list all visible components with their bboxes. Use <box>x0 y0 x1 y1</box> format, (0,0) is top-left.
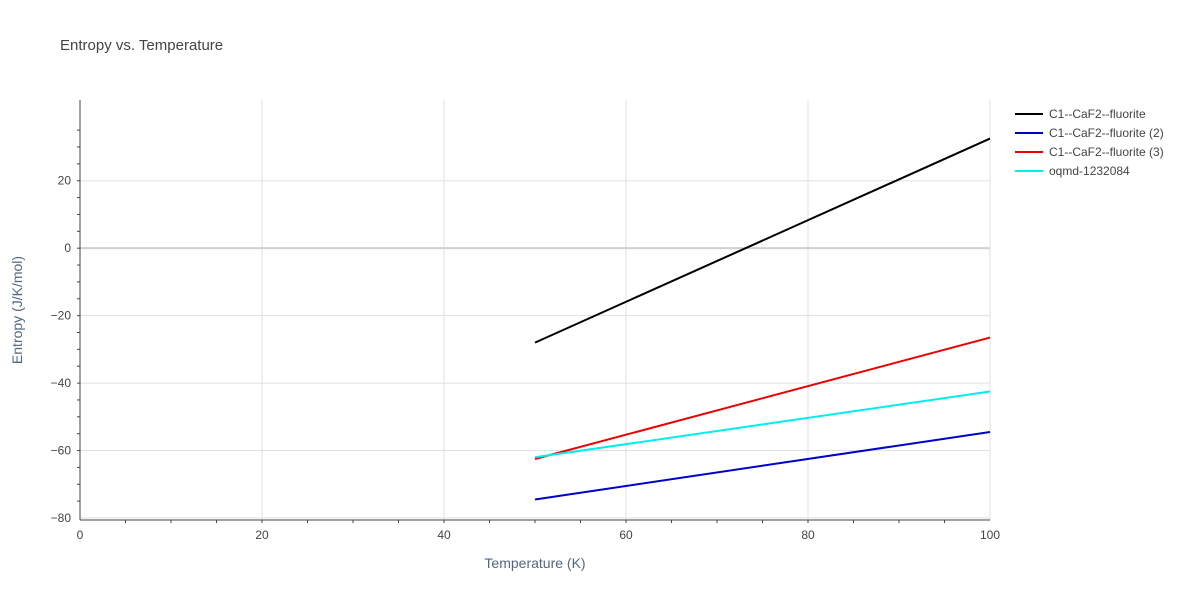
grid-layer <box>80 100 991 520</box>
y-tick-label: 0 <box>64 241 71 255</box>
series-line <box>534 137 991 344</box>
y-tick-label: −20 <box>51 309 72 323</box>
legend-label: C1--CaF2--fluorite (2) <box>1049 126 1164 140</box>
x-tick-label: 20 <box>255 528 269 542</box>
legend-label: C1--CaF2--fluorite (3) <box>1049 145 1164 159</box>
y-tick-label: 20 <box>58 174 72 188</box>
legend: C1--CaF2--fluorite C1--CaF2--fluorite (2)… <box>1015 107 1164 178</box>
y-axis-title: Entropy (J/K/mol) <box>9 256 25 364</box>
legend-label: C1--CaF2--fluorite <box>1049 107 1146 121</box>
y-tick-label: −60 <box>51 444 72 458</box>
axis-layer: 0 20 40 60 80 100 −80 −60 −40 −20 0 20 <box>51 100 1000 542</box>
y-tick-label: −80 <box>51 511 72 525</box>
x-tick-label: 60 <box>619 528 633 542</box>
series-layer <box>534 137 991 501</box>
x-tick-label: 100 <box>980 528 1000 542</box>
x-tick-label: 0 <box>77 528 84 542</box>
x-tick-label: 80 <box>801 528 815 542</box>
legend-label: oqmd-1232084 <box>1049 164 1130 178</box>
series-line <box>534 336 991 460</box>
y-tick-label: −40 <box>51 376 72 390</box>
series-line <box>534 431 991 501</box>
chart-title: Entropy vs. Temperature <box>60 37 223 54</box>
series-line <box>534 390 991 459</box>
x-axis-title: Temperature (K) <box>484 555 585 571</box>
x-tick-label: 40 <box>437 528 451 542</box>
